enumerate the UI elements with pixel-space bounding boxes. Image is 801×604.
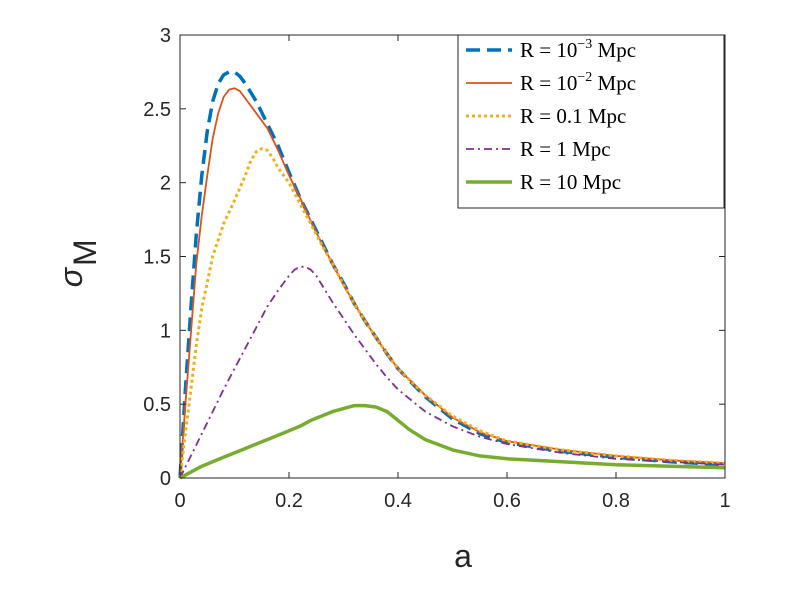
series-line-2	[179, 87, 726, 479]
x-tick-label: 0.8	[602, 490, 630, 512]
series-line-4	[179, 265, 726, 479]
legend-box	[457, 34, 725, 209]
y-tick-label: 2	[160, 173, 171, 195]
x-axis-label: a	[454, 538, 472, 574]
series-line-3	[178, 147, 726, 479]
x-tick-label: 0.6	[493, 490, 521, 512]
legend-label-4: R = 1 Mpc	[520, 137, 611, 161]
legend-label-1: R = 10−3 Mpc	[520, 37, 636, 62]
series-line-1	[178, 70, 726, 479]
y-tick-label: 0.5	[143, 394, 171, 416]
y-tick-label: 1	[160, 320, 171, 342]
legend: R = 10−3 Mpc R = 10−2 Mpc R = 0.1 Mpc R = 1…	[457, 34, 725, 209]
legend-label-2: R = 10−2 Mpc	[520, 70, 636, 95]
y-tick-label: 2.5	[143, 99, 171, 121]
series-layer	[178, 70, 726, 480]
x-tick-label: 0	[174, 490, 185, 512]
y-tick-label: 3	[160, 25, 171, 47]
y-tick-label: 1.5	[143, 247, 171, 269]
x-tick-label: 0.2	[275, 490, 303, 512]
y-axis-label: σ M	[53, 239, 103, 287]
y-axis-label-main: σ	[53, 266, 89, 287]
series-line-5	[179, 403, 726, 480]
legend-label-5: R = 10 Mpc	[520, 170, 621, 194]
x-tick-label: 0.4	[384, 490, 412, 512]
ticks-layer: 0 0.2 0.4 0.6 0.8 1 0 0.5 1 1.5 2 2.5 3	[143, 25, 730, 512]
legend-label-3: R = 0.1 Mpc	[520, 104, 626, 128]
x-tick-label: 1	[719, 490, 730, 512]
y-tick-label: 0	[160, 468, 171, 490]
y-axis-label-sub: M	[67, 239, 103, 266]
